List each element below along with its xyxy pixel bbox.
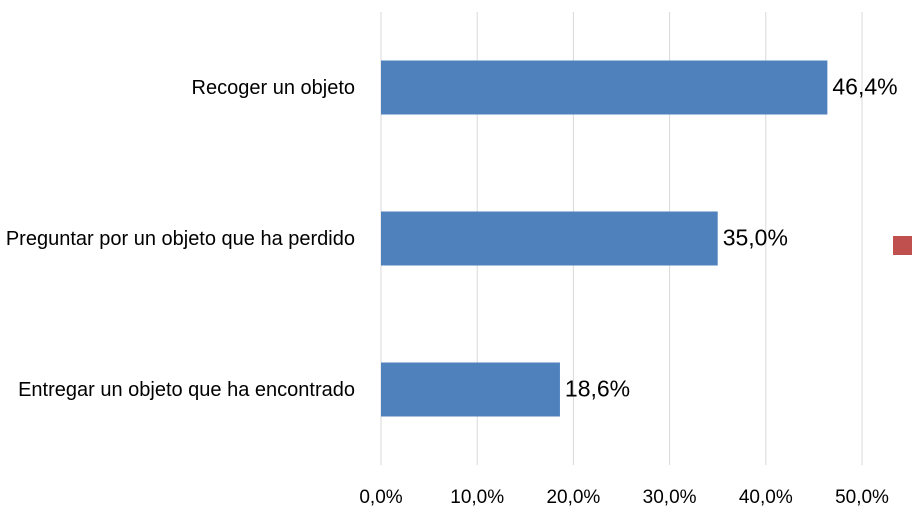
bar — [381, 362, 560, 417]
legend-marker — [893, 236, 912, 255]
value-label: 35,0% — [723, 225, 788, 251]
category-label: Recoger un objeto — [191, 76, 355, 99]
bar — [381, 211, 718, 266]
category-label: Preguntar por un objeto que ha perdido — [5, 227, 355, 250]
x-tick-label: 40,0% — [739, 487, 793, 508]
x-tick-label: 50,0% — [835, 487, 889, 508]
x-tick-label: 30,0% — [643, 487, 697, 508]
x-tick-label: 20,0% — [546, 487, 600, 508]
bar — [381, 60, 828, 115]
category-label: Entregar un objeto que ha encontrado — [18, 378, 355, 401]
value-label: 18,6% — [565, 376, 630, 402]
value-label: 46,4% — [832, 74, 897, 100]
x-tick-label: 0,0% — [359, 487, 402, 508]
x-tick-label: 10,0% — [450, 487, 504, 508]
